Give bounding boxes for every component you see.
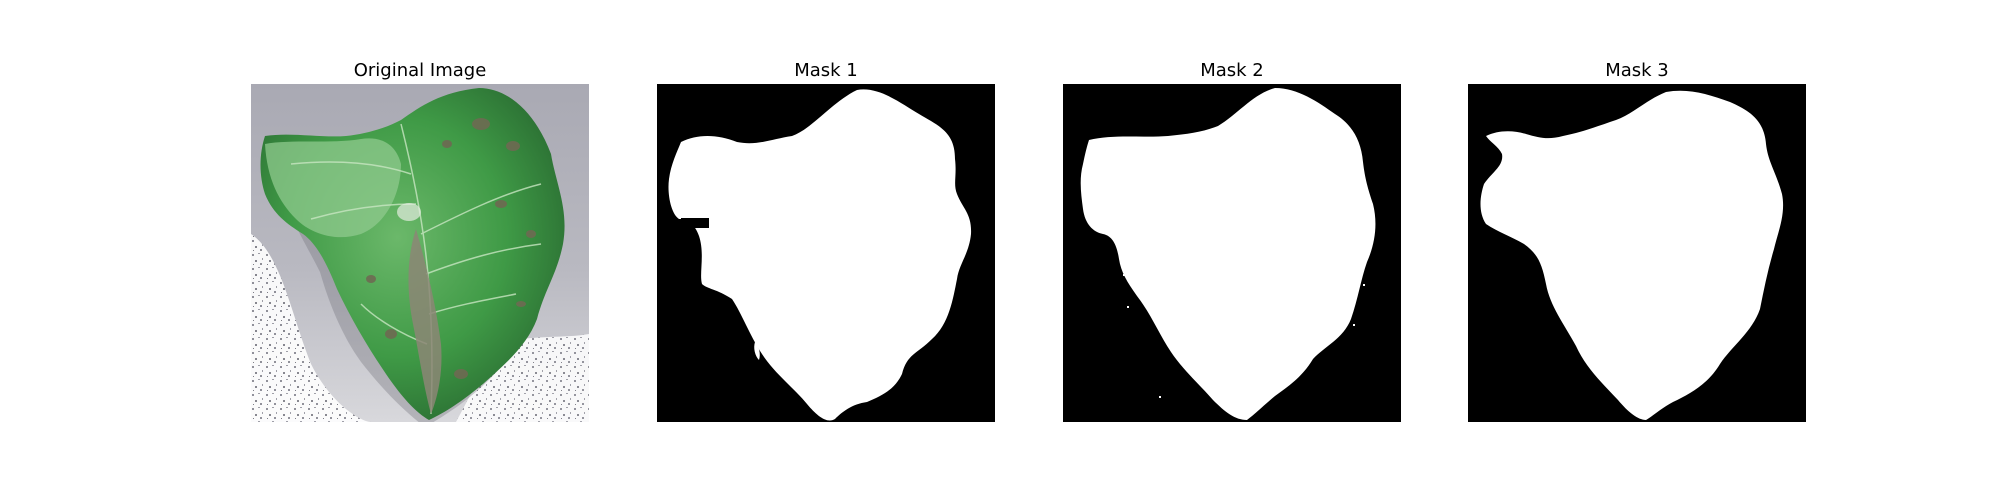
mask-2-shape <box>1080 88 1376 420</box>
mask-1-image <box>657 84 995 422</box>
panel-mask-3: Mask 3 <box>1468 57 1806 422</box>
panel-mask-1: Mask 1 <box>657 57 995 422</box>
panel-mask-2: Mask 2 <box>1063 57 1401 422</box>
panel-title: Mask 2 <box>1200 60 1264 81</box>
panel-title: Original Image <box>353 60 487 81</box>
mask-1-shape <box>668 89 972 421</box>
panel-title: Mask 3 <box>1605 60 1669 81</box>
original-leaf-photo <box>251 84 589 422</box>
mask-2-image <box>1063 84 1401 422</box>
mask-3-shape <box>1480 90 1784 420</box>
mask-3-image <box>1468 84 1806 422</box>
panel-title: Mask 1 <box>794 60 858 81</box>
panel-original-image: Original Image <box>251 57 589 422</box>
